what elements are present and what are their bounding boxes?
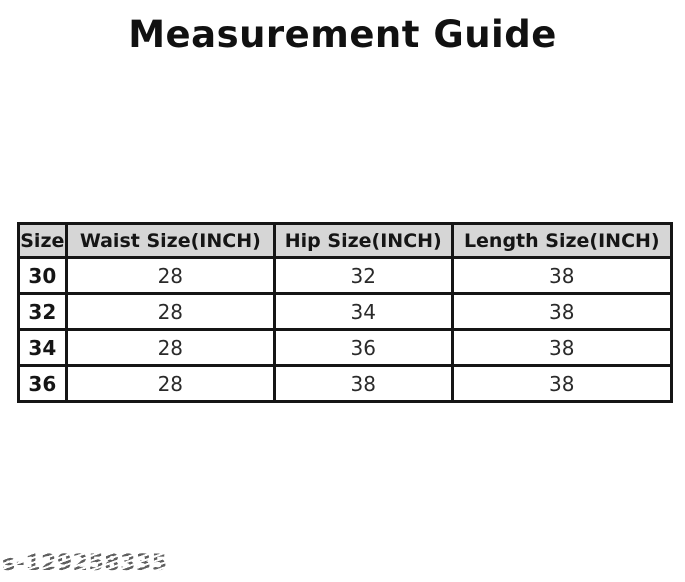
column-header-size: Size <box>17 222 68 259</box>
length-cell: 38 <box>450 328 674 367</box>
size-cell: 30 <box>17 256 68 295</box>
watermark-code: s-129258335 <box>2 551 168 576</box>
size-cell: 32 <box>17 292 68 331</box>
length-cell: 38 <box>450 256 674 295</box>
length-cell: 38 <box>450 292 674 331</box>
column-header-waist: Waist Size(INCH) <box>64 222 276 259</box>
size-cell: 36 <box>17 364 68 403</box>
measurement-table: Size Waist Size(INCH) Hip Size(INCH) Len… <box>17 222 674 403</box>
table-row: 30 28 32 38 <box>17 256 674 295</box>
table-row: 36 28 38 38 <box>17 364 674 403</box>
hip-cell: 36 <box>272 328 454 367</box>
waist-cell: 28 <box>64 364 276 403</box>
waist-cell: 28 <box>64 256 276 295</box>
page-title: Measurement Guide <box>128 13 557 56</box>
size-cell: 34 <box>17 328 68 367</box>
table-row: 34 28 36 38 <box>17 328 674 367</box>
waist-cell: 28 <box>64 292 276 331</box>
hip-cell: 32 <box>272 256 454 295</box>
column-header-length: Length Size(INCH) <box>450 222 674 259</box>
column-header-hip: Hip Size(INCH) <box>272 222 454 259</box>
table-header-row: Size Waist Size(INCH) Hip Size(INCH) Len… <box>17 222 674 259</box>
table-row: 32 28 34 38 <box>17 292 674 331</box>
hip-cell: 38 <box>272 364 454 403</box>
hip-cell: 34 <box>272 292 454 331</box>
waist-cell: 28 <box>64 328 276 367</box>
length-cell: 38 <box>450 364 674 403</box>
